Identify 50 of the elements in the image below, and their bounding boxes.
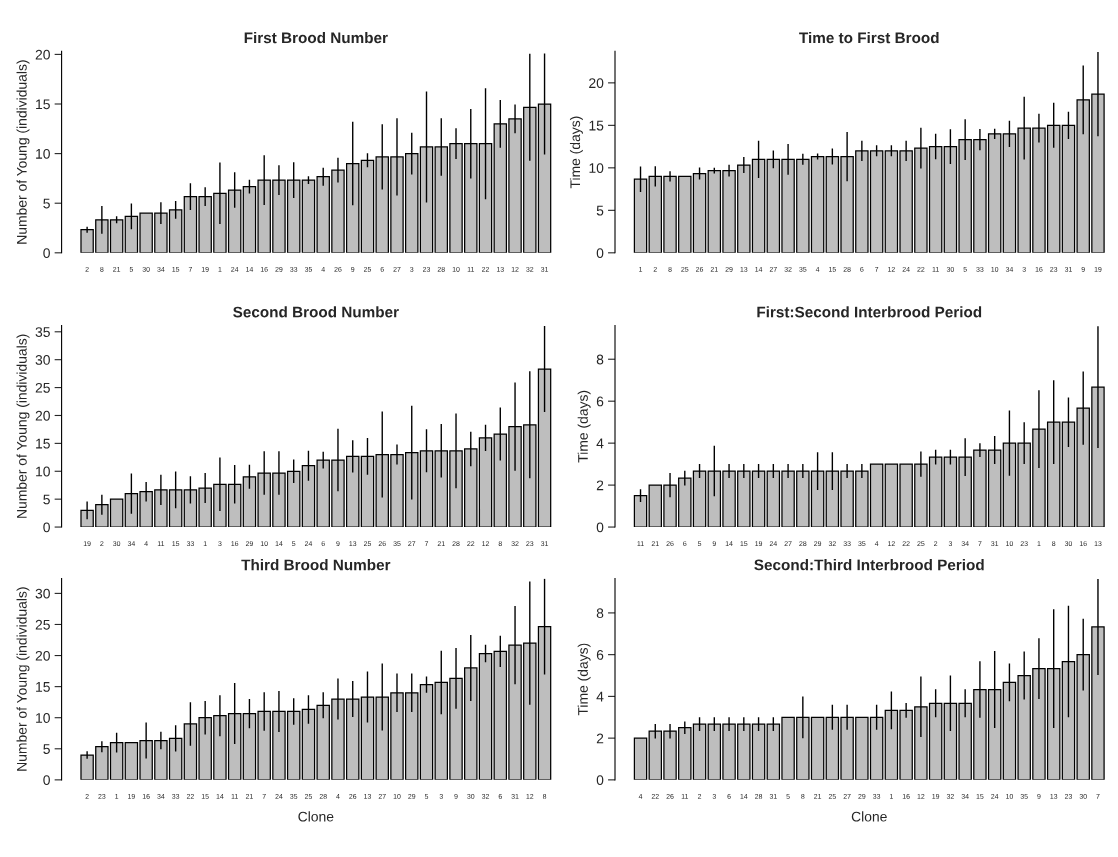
y-tick-label: 5: [596, 205, 604, 216]
chart-title: Third Brood Number: [241, 559, 391, 571]
y-tick-label: 8: [596, 608, 604, 619]
y-axis-title: Time (days): [569, 116, 583, 189]
chart-title: Second Brood Number: [233, 306, 399, 318]
y-tick-label: 5: [43, 494, 50, 505]
y-tick-label: 25: [35, 382, 50, 393]
y-tick-label: 4: [596, 691, 604, 702]
y-tick-label: 10: [589, 163, 604, 174]
x-axis-title: Clone: [851, 811, 887, 822]
y-tick-label: 0: [596, 248, 604, 258]
bar: [633, 737, 648, 780]
chart-title: First Brood Number: [244, 32, 388, 44]
y-tick-label: 20: [35, 650, 50, 661]
y-tick-label: 2: [596, 733, 604, 744]
y-tick-label: 15: [36, 99, 50, 110]
y-tick-label: 4: [596, 438, 604, 449]
y-tick-label: 30: [35, 588, 50, 599]
y-tick-label: 20: [35, 410, 50, 421]
y-tick-label: 2: [596, 480, 604, 491]
y-tick-label: 0: [43, 248, 50, 258]
y-axis-title: Number of Young (individuals): [16, 60, 30, 244]
y-tick-label: 20: [35, 49, 50, 60]
y-tick-label: 15: [36, 682, 50, 692]
y-tick-label: 8: [596, 354, 604, 365]
chart-title: Second:Third Interbrood Period: [754, 559, 984, 571]
y-tick-label: 10: [36, 466, 50, 477]
y-tick-label: 6: [596, 649, 604, 660]
y-axis-title: Number of Young (individuals): [16, 334, 30, 518]
chart-title: First:Second Interbrood Period: [757, 306, 982, 318]
y-axis-title: Time (days): [577, 390, 591, 463]
y-tick-label: 0: [43, 522, 50, 533]
x-axis-title: Clone: [298, 811, 334, 822]
y-tick-label: 5: [43, 198, 50, 209]
y-tick-label: 20: [589, 78, 604, 89]
y-tick-label: 5: [43, 744, 50, 754]
y-tick-label: 10: [36, 148, 50, 159]
chart-title: Time to First Brood: [799, 32, 939, 44]
y-axis-title: Number of Young (individuals): [16, 587, 30, 771]
y-tick-label: 0: [596, 522, 604, 533]
y-axis-title: Time (days): [577, 643, 591, 716]
y-tick-label: 25: [35, 619, 50, 630]
y-tick-label: 15: [589, 120, 604, 131]
y-tick-label: 30: [35, 355, 50, 365]
y-tick-label: 0: [596, 775, 604, 786]
y-tick-label: 0: [43, 775, 50, 786]
y-tick-label: 10: [36, 713, 50, 723]
y-tick-label: 35: [35, 327, 50, 337]
y-tick-label: 6: [596, 396, 604, 407]
y-tick-label: 15: [36, 438, 50, 449]
